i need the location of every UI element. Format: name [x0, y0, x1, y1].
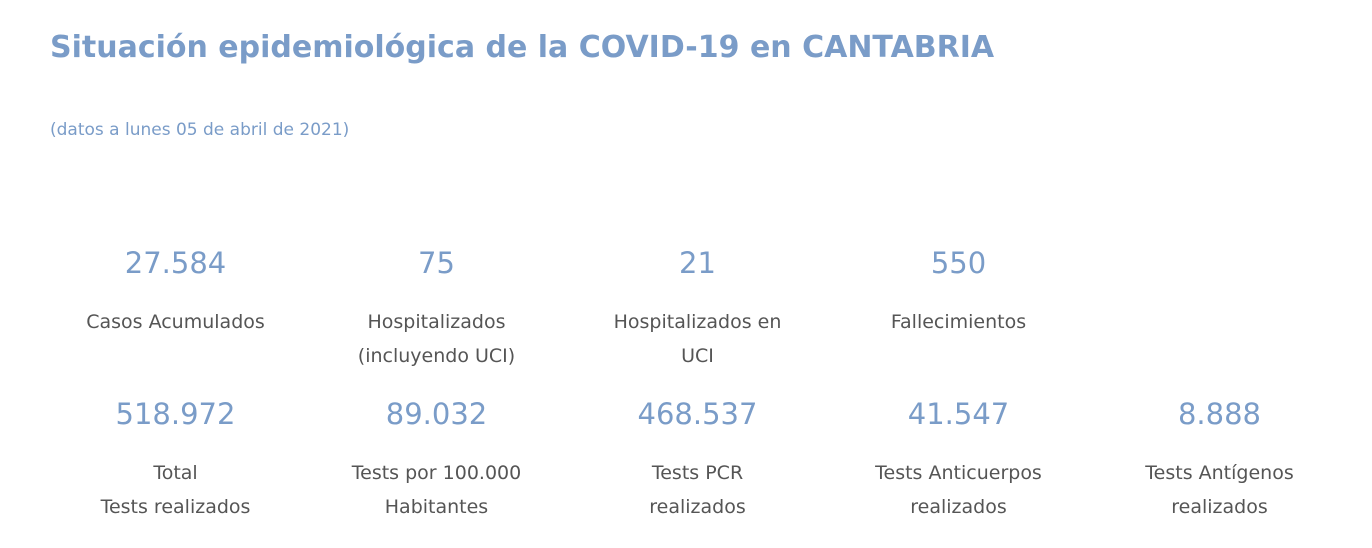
stats-row-tests: 518.972 Total Tests realizados 89.032 Te…	[45, 394, 1350, 524]
stat-label: Casos Acumulados	[86, 311, 265, 333]
stat-label: Tests Antígenos realizados	[1145, 462, 1294, 518]
stat-value: 468.537	[637, 397, 758, 431]
stat-label: Hospitalizados en UCI	[613, 311, 782, 367]
stat-total-tests: 518.972 Total Tests realizados	[45, 394, 306, 524]
stat-label: Fallecimientos	[890, 311, 1027, 333]
stat-label: Hospitalizados (incluyendo UCI)	[357, 311, 516, 367]
stat-hospitalizados: 75 Hospitalizados (incluyendo UCI)	[306, 243, 567, 373]
stat-fallecimientos: 550 Fallecimientos	[828, 243, 1089, 373]
stat-value: 75	[418, 246, 455, 280]
stat-tests-anticuerpos: 41.547 Tests Anticuerpos realizados	[828, 394, 1089, 524]
stat-value: 41.547	[907, 397, 1010, 431]
stat-casos-acumulados: 27.584 Casos Acumulados	[45, 243, 306, 373]
stat-label: Total Tests realizados	[100, 462, 251, 518]
page-title: Situación epidemiológica de la COVID-19 …	[50, 30, 995, 65]
stats-row-cases: 27.584 Casos Acumulados 75 Hospitalizado…	[45, 243, 1089, 373]
stat-value: 27.584	[124, 246, 227, 280]
stat-value: 8.888	[1177, 397, 1262, 431]
stat-value: 518.972	[115, 397, 236, 431]
stat-tests-antigenos: 8.888 Tests Antígenos realizados	[1089, 394, 1350, 524]
stat-tests-pcr: 468.537 Tests PCR realizados	[567, 394, 828, 524]
stat-tests-per-100k: 89.032 Tests por 100.000 Habitantes	[306, 394, 567, 524]
stat-value: 550	[930, 246, 987, 280]
stat-label: Tests por 100.000 Habitantes	[351, 462, 522, 518]
data-date: (datos a lunes 05 de abril de 2021)	[50, 120, 350, 140]
stat-value: 21	[679, 246, 716, 280]
stat-uci: 21 Hospitalizados en UCI	[567, 243, 828, 373]
stat-value: 89.032	[385, 397, 488, 431]
stat-label: Tests PCR realizados	[649, 462, 746, 518]
stat-label: Tests Anticuerpos realizados	[875, 462, 1042, 518]
